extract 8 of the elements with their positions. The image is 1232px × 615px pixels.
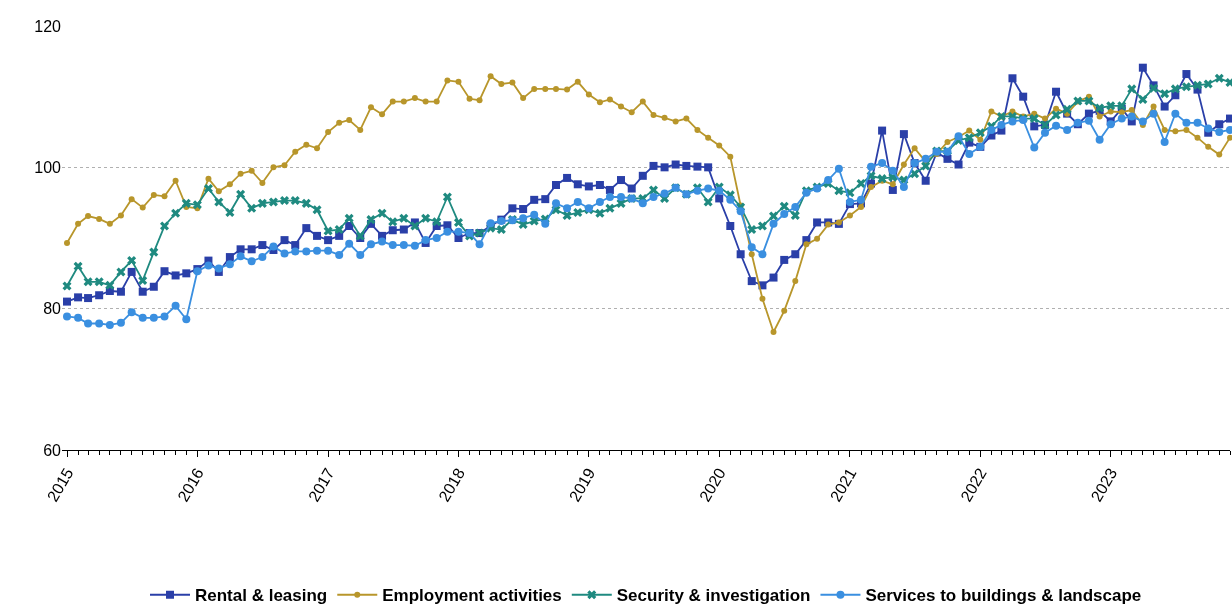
y-tick-label: 100 xyxy=(34,158,62,176)
legend-label: Employment activities xyxy=(382,586,562,606)
y-tick-label: 60 xyxy=(43,441,62,459)
legend-label: Services to buildings & landscape xyxy=(865,586,1142,606)
legend-label: Security & investigation xyxy=(616,586,811,606)
legend-label: Rental & leasing xyxy=(195,586,328,606)
y-tick-label: 120 xyxy=(34,17,62,35)
y-tick-label: 80 xyxy=(43,300,62,318)
